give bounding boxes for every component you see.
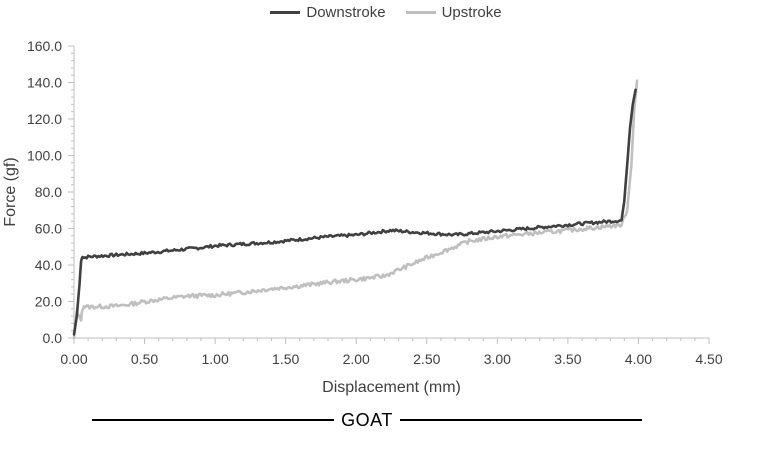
y-tick-label: 40.0 [35,257,62,273]
y-tick-label: 60.0 [35,221,62,237]
y-tick-label: 160.0 [27,38,62,54]
y-tick-label: 140.0 [27,75,62,91]
x-tick-label: 4.00 [625,351,652,367]
legend-label-upstroke: Upstroke [441,4,502,21]
x-tick-label: 0.00 [60,351,87,367]
x-tick-label: 3.50 [554,351,581,367]
x-tick-label: 1.50 [272,351,299,367]
caption-label: GOAT [341,409,393,430]
x-tick-label: 4.50 [695,351,722,367]
x-tick-label: 3.00 [484,351,511,367]
x-tick-label: 1.00 [201,351,228,367]
y-tick-label: 100.0 [27,148,62,164]
y-tick-label: 0.0 [43,330,63,346]
caption-rule-right [399,419,643,421]
caption-rule-left [92,419,335,421]
series-line-upstroke [72,79,639,340]
legend-swatch-upstroke [405,11,436,14]
x-tick-label: 2.50 [413,351,440,367]
legend-item-upstroke: Upstroke [405,4,502,21]
y-tick-label: 80.0 [35,184,62,200]
y-tick-label: 120.0 [27,111,62,127]
force-displacement-chart: 0.0 20.0 40.0 60.0 80.0 100.0 120.0 140.0 160.0 0… [2,38,723,396]
legend-label-downstroke: Downstroke [306,4,386,21]
x-tick-label: 2.00 [343,351,370,367]
y-tick-label: 20.0 [35,294,62,310]
y-axis-title: Force (gf) [2,157,19,226]
legend-swatch-downstroke [270,11,301,14]
series-line-downstroke [72,88,637,336]
x-tick-label: 0.50 [131,351,158,367]
legend: Downstroke Upstroke [0,4,772,21]
figure-caption: GOAT [92,407,643,433]
legend-item-downstroke: Downstroke [270,4,386,21]
x-axis-title: Displacement (mm) [322,379,461,396]
